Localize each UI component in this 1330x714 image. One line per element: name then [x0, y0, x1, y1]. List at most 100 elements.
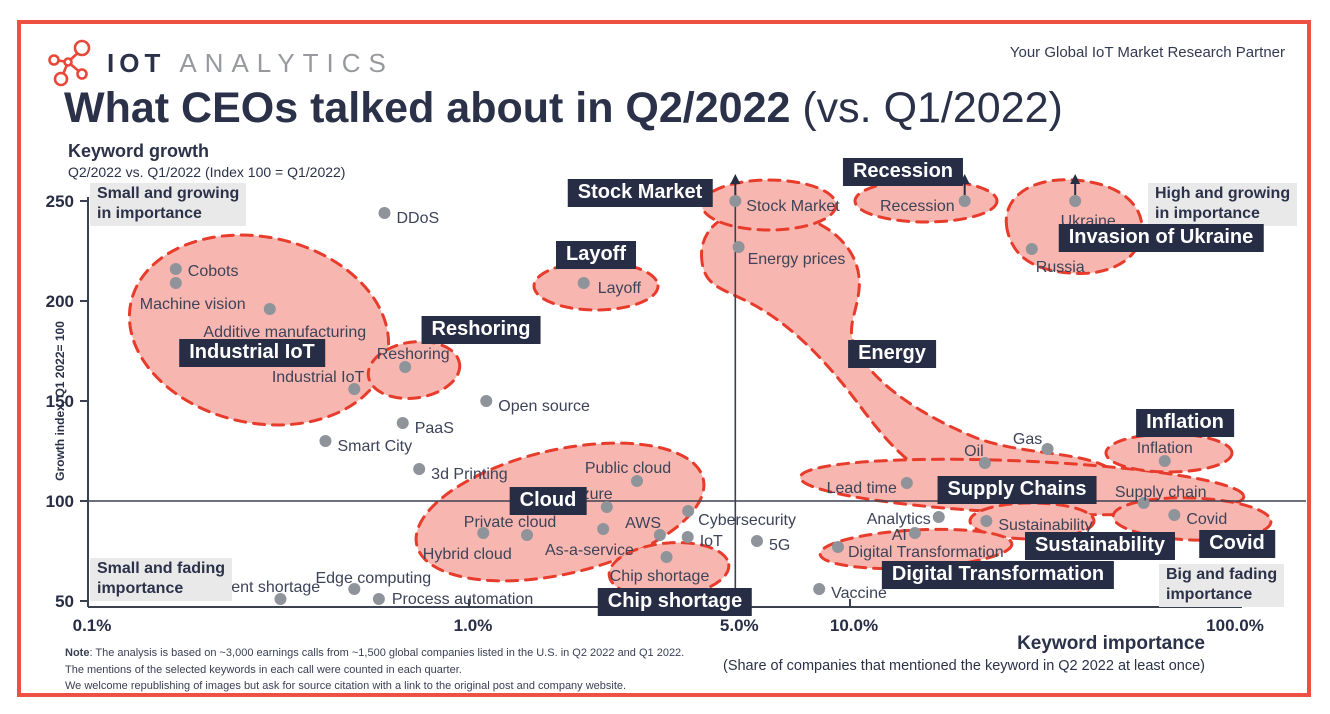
data-point-analytics [932, 511, 945, 523]
y-tick-label: 250 [46, 192, 74, 211]
point-label-lead-time: Lead time [827, 480, 897, 497]
data-point-additive-manufacturing [263, 303, 276, 315]
point-label-edge-computing: Edge computing [315, 570, 431, 587]
capped-arrow-stock-market-head [730, 174, 741, 184]
data-point-sustainability [980, 515, 993, 527]
point-label-recession: Recession [880, 198, 955, 215]
footnote: Note: The analysis is based on ~3,000 ea… [65, 645, 684, 695]
point-label-private-cloud: Private cloud [464, 514, 557, 531]
y-tick-label: 200 [46, 292, 74, 311]
company-tagline: Your Global IoT Market Research Partner [1009, 44, 1285, 61]
point-label-smart-city: Smart City [337, 438, 412, 455]
data-point-reshoring [399, 361, 412, 373]
point-label-vaccine: Vaccine [831, 585, 887, 602]
point-label-5g: 5G [769, 537, 790, 554]
point-label-industrial-iot: Industrial IoT [272, 369, 365, 386]
point-label-oil: Oil [964, 443, 984, 460]
data-point-inflation [1158, 455, 1171, 467]
point-label-iot: IoT [700, 533, 723, 550]
data-point-talent-shortage [274, 593, 287, 605]
data-point-digital-transformation [831, 541, 844, 553]
data-point-ai [908, 527, 921, 539]
x-tick-label: 100.0% [1206, 616, 1264, 635]
point-label-as-a-service: As-a-service [545, 542, 634, 559]
footnote-line-3: We welcome republishing of images but as… [65, 680, 627, 692]
data-point-ukraine [1069, 195, 1082, 207]
point-label-gas: Gas [1013, 431, 1042, 448]
point-label-digital-transformation: Digital Transformation [848, 544, 1004, 561]
point-label-cobots: Cobots [188, 263, 239, 280]
data-point-process-automation [372, 593, 385, 605]
title-suffix: (vs. Q1/2022) [790, 84, 1063, 132]
point-label-sustainability: Sustainability [998, 517, 1092, 534]
point-label-cybersecurity: Cybersecurity [698, 512, 796, 529]
point-label-russia: Russia [1036, 259, 1085, 276]
data-point-russia [1025, 243, 1038, 255]
data-point-chip-shortage [660, 551, 673, 563]
data-point-oil [978, 457, 991, 469]
iot-analytics-logo: IOT ANALYTICS [46, 38, 394, 88]
footnote-prefix: Note [65, 647, 90, 659]
point-label-covid: Covid [1186, 511, 1227, 528]
data-point-vaccine [813, 583, 826, 595]
point-label-stock-market: Stock Market [746, 198, 840, 215]
footnote-line-2: The mentions of the selected keywords in… [65, 663, 462, 676]
point-label-process-automation: Process automation [392, 591, 533, 608]
point-label-aws: AWS [625, 515, 661, 532]
footnote-line-1: Note: The analysis is based on ~3,000 ea… [65, 645, 684, 662]
data-point-paas [396, 417, 409, 429]
data-point-machine-vision [169, 277, 182, 289]
point-label-paas: PaaS [415, 420, 454, 437]
data-point-energy-prices [732, 241, 745, 253]
point-label-ai: AI [892, 527, 907, 544]
x-tick-label: 10.0% [830, 616, 878, 635]
data-point-open-source [480, 395, 493, 407]
data-point-lead-time [900, 477, 913, 489]
data-point-3d-printing [413, 463, 426, 475]
footnote-text: : The analysis is based on ~3,000 earnin… [89, 647, 685, 659]
y-tick-label: 150 [46, 392, 74, 411]
x-tick-label: 0.1% [73, 616, 112, 635]
point-label-3d-printing: 3d Printing [431, 466, 508, 483]
page-title: What CEOs talked about in Q2/2022 (vs. Q… [64, 84, 1063, 133]
cluster-blob-chip-shortage [607, 541, 731, 599]
data-point-recession [958, 195, 971, 207]
x-tick-label: 5.0% [720, 616, 759, 635]
data-point-5g [750, 535, 763, 547]
point-label-ddos: DDoS [396, 210, 439, 227]
data-point-stock-market [729, 195, 742, 207]
chart-subtitle-bold: Keyword growth [68, 141, 210, 161]
point-label-inflation: Inflation [1137, 440, 1193, 457]
y-tick-label: 50 [55, 592, 74, 611]
molecule-logo-icon [48, 39, 91, 87]
data-point-cybersecurity [682, 505, 695, 517]
data-point-covid [1168, 509, 1181, 521]
point-label-energy-prices: Energy prices [748, 251, 846, 268]
point-label-azure: Azure [571, 486, 613, 503]
cluster-blob-inflation [1104, 432, 1234, 474]
data-point-layoff [577, 277, 590, 289]
point-label-layoff: Layoff [598, 280, 642, 297]
data-point-ddos [378, 207, 391, 219]
point-label-machine-vision: Machine vision [140, 296, 246, 313]
data-point-aws [597, 523, 610, 535]
logo-text-iot: IOT [107, 47, 166, 78]
y-tick-label: 100 [46, 492, 74, 511]
point-label-public-cloud: Public cloud [585, 460, 671, 477]
point-label-hybrid-cloud: Hybrid cloud [423, 546, 512, 563]
data-point-supply-chain [1137, 497, 1150, 509]
data-point-private-cloud [521, 529, 534, 541]
point-label-open-source: Open source [498, 398, 590, 415]
data-point-edge-computing [348, 583, 361, 595]
point-label-reshoring: Reshoring [377, 346, 450, 363]
data-point-hybrid-cloud [477, 527, 490, 539]
point-label-talent-shortage: Talent shortage [211, 579, 321, 596]
point-label-chip-shortage: Chip shortage [610, 568, 710, 585]
capped-arrow-ukraine-head [1070, 174, 1081, 184]
data-point-industrial-iot [348, 383, 361, 395]
data-point-smart-city [319, 435, 332, 447]
data-point-public-cloud [630, 475, 643, 487]
data-point-cobots [169, 263, 182, 275]
